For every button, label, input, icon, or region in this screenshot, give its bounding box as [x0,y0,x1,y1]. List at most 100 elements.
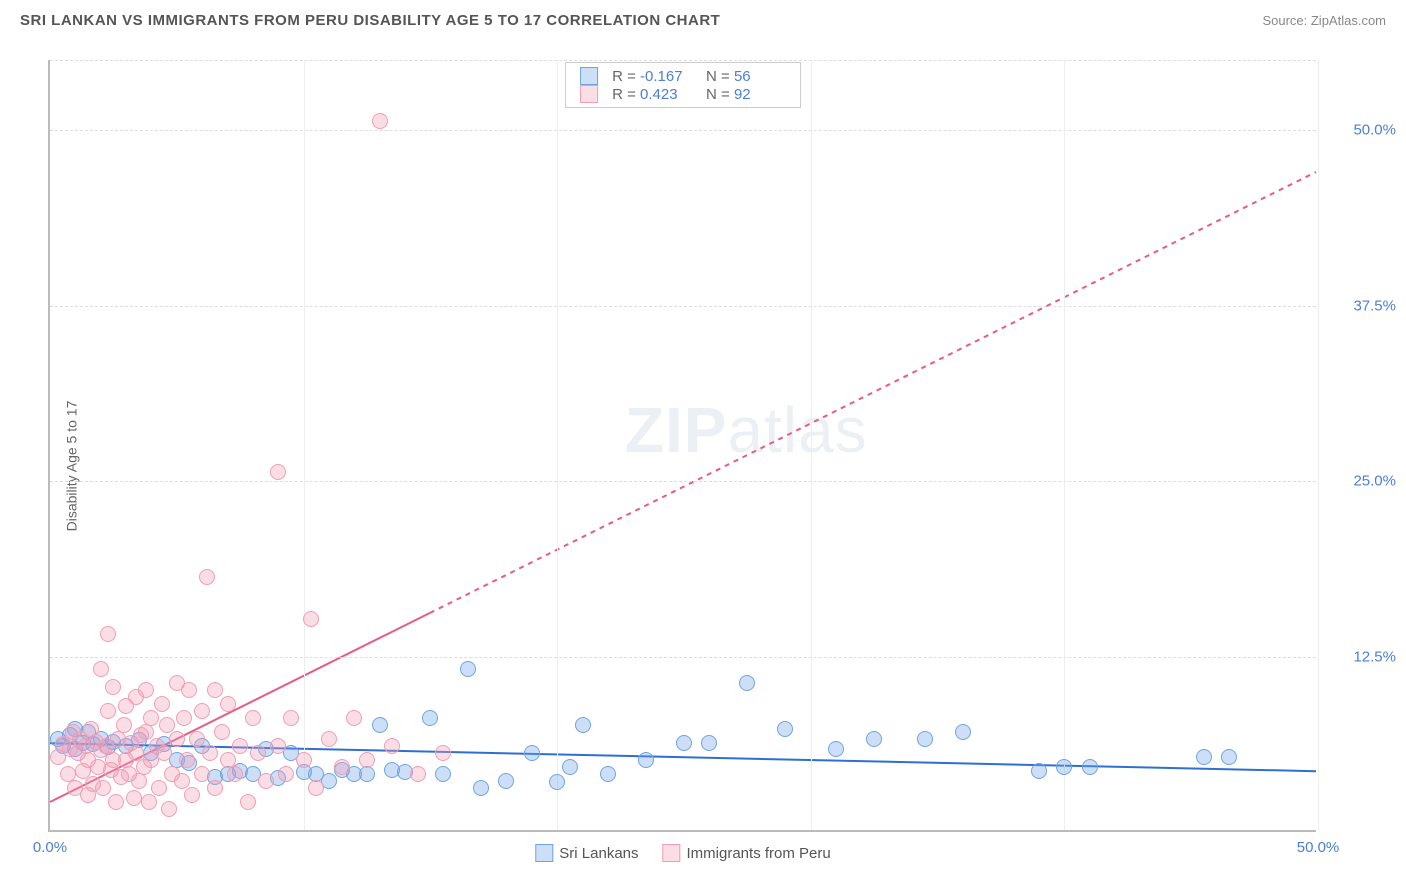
data-point-pink [189,731,205,747]
swatch-blue [580,67,598,85]
v-gridline [1064,60,1065,830]
y-tick-label: 25.0% [1326,473,1396,490]
v-gridline [557,60,558,830]
data-point-blue [955,724,971,740]
data-point-pink [184,787,200,803]
data-point-pink [220,696,236,712]
data-point-blue [1031,763,1047,779]
data-point-pink [334,759,350,775]
data-point-blue [866,731,882,747]
data-point-pink [105,679,121,695]
x-tick-label: 0.0% [33,839,67,856]
data-point-blue [460,661,476,677]
data-point-pink [410,766,426,782]
data-point-blue [524,745,540,761]
data-point-pink [321,731,337,747]
stat-r-value: 0.423 [640,86,692,103]
v-gridline [811,60,812,830]
data-point-pink [126,790,142,806]
data-point-pink [156,745,172,761]
data-point-pink [202,745,218,761]
data-point-pink [214,724,230,740]
data-point-pink [93,661,109,677]
data-point-pink [199,569,215,585]
data-point-pink [194,703,210,719]
x-tick-label: 50.0% [1297,839,1340,856]
data-point-pink [384,738,400,754]
stats-legend: R = -0.167N = 56R = 0.423N = 92 [565,62,801,108]
data-point-pink [435,745,451,761]
data-point-pink [141,794,157,810]
data-point-pink [138,682,154,698]
v-gridline [1318,60,1319,830]
data-point-pink [258,773,274,789]
gridline [50,481,1316,482]
data-point-pink [151,780,167,796]
source-label: Source: ZipAtlas.com [1262,13,1386,28]
data-point-pink [227,766,243,782]
data-point-pink [179,752,195,768]
legend-swatch [535,844,553,862]
data-point-pink [100,703,116,719]
data-point-pink [250,745,266,761]
data-point-pink [270,464,286,480]
data-point-blue [422,710,438,726]
data-point-blue [676,735,692,751]
data-point-pink [181,682,197,698]
data-point-pink [232,738,248,754]
gridline [50,130,1316,131]
data-point-blue [1082,759,1098,775]
data-point-pink [308,780,324,796]
stats-row-pink: R = 0.423N = 92 [580,85,786,103]
data-point-pink [116,717,132,733]
data-point-pink [176,710,192,726]
data-point-blue [1221,749,1237,765]
data-point-pink [207,780,223,796]
data-point-pink [296,752,312,768]
plot-area: ZIPatlas R = -0.167N = 56R = 0.423N = 92… [48,60,1316,832]
gridline [50,306,1316,307]
stats-row-blue: R = -0.167N = 56 [580,67,786,85]
data-point-blue [435,766,451,782]
data-point-pink [131,773,147,789]
header: SRI LANKAN VS IMMIGRANTS FROM PERU DISAB… [0,0,1406,40]
data-point-pink [283,710,299,726]
data-point-blue [372,717,388,733]
stat-n-label: N = [706,86,730,103]
swatch-pink [580,85,598,103]
v-gridline [304,60,305,830]
chart-container: Disability Age 5 to 17 ZIPatlas R = -0.1… [0,40,1406,892]
legend-item: Sri Lankans [535,844,638,862]
data-point-blue [549,774,565,790]
stat-n-value: 92 [734,86,786,103]
data-point-pink [359,752,375,768]
data-point-blue [562,759,578,775]
data-point-blue [777,721,793,737]
data-point-pink [372,113,388,129]
data-point-blue [1196,749,1212,765]
data-point-blue [917,731,933,747]
chart-title: SRI LANKAN VS IMMIGRANTS FROM PERU DISAB… [20,12,720,29]
data-point-pink [159,717,175,733]
data-point-pink [174,773,190,789]
data-point-pink [154,696,170,712]
data-point-pink [346,710,362,726]
legend-label: Immigrants from Peru [687,845,831,862]
data-point-blue [701,735,717,751]
data-point-pink [143,710,159,726]
stat-r-value: -0.167 [640,68,692,85]
data-point-blue [638,752,654,768]
data-point-pink [245,710,261,726]
data-point-pink [138,724,154,740]
data-point-pink [303,611,319,627]
legend-item: Immigrants from Peru [663,844,831,862]
gridline [50,60,1316,61]
y-tick-label: 12.5% [1326,648,1396,665]
series-legend: Sri Lankans Immigrants from Peru [535,844,830,862]
data-point-blue [600,766,616,782]
data-point-pink [95,780,111,796]
data-point-pink [278,766,294,782]
stat-n-value: 56 [734,68,786,85]
gridline [50,657,1316,658]
y-tick-label: 37.5% [1326,297,1396,314]
